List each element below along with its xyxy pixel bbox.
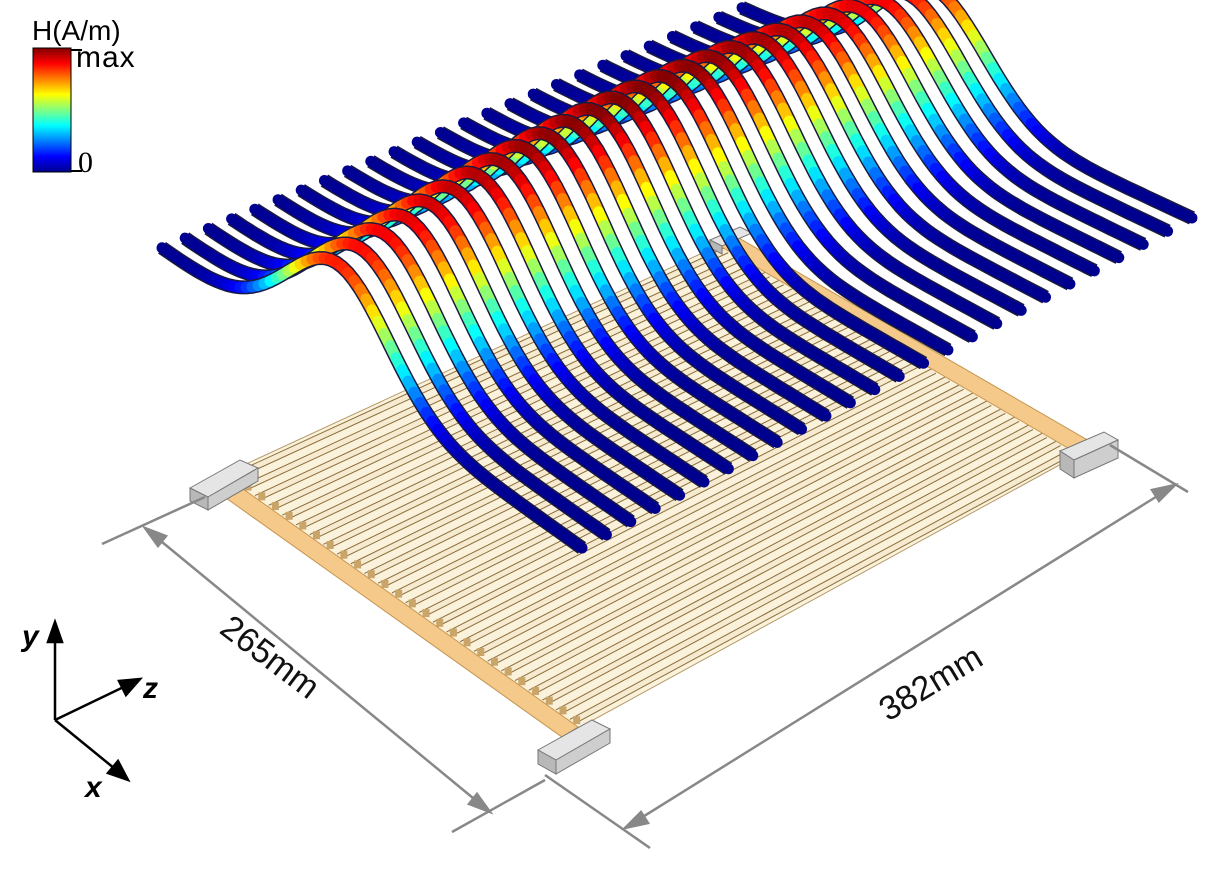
length-dimension [544, 443, 1189, 850]
colorbar-gradient [32, 47, 72, 173]
conductor-tab [436, 618, 444, 627]
extension-line [101, 495, 206, 546]
field-ribbon-segment [1009, 301, 1027, 316]
conductor-tab [408, 599, 416, 608]
conductor-tab [545, 696, 553, 705]
conductor-tab [326, 540, 334, 549]
conductor-tab [573, 716, 581, 725]
conductor-tab [258, 492, 266, 501]
z-axis-arrow-head [117, 677, 144, 698]
extension-line [451, 778, 546, 834]
magnetic-field-ribbons [156, 0, 1198, 554]
arrow-head [1149, 482, 1179, 503]
conductor-tab [285, 511, 293, 520]
conductor-strip [460, 384, 964, 647]
terminal-block-right [1058, 431, 1120, 479]
conductor-strip [542, 432, 1047, 705]
conductor-tab [299, 521, 307, 530]
field-ribbon-segment [1180, 209, 1198, 224]
conductor-tab [449, 628, 457, 637]
y-axis-label: y [20, 620, 40, 653]
conductor-tab [313, 531, 320, 540]
arrow-head [466, 791, 494, 815]
conductor-tab [422, 609, 430, 618]
field-ribbon-segment [789, 419, 808, 435]
conductor-strip [296, 287, 798, 530]
field-ribbon-segment [936, 341, 954, 356]
field-ribbon-segment [985, 314, 1003, 330]
conductor-strip [569, 448, 1075, 725]
field-ribbon-segment [863, 380, 881, 396]
length-dimension-label: 382mm [873, 638, 990, 729]
field-ribbon-segment [960, 327, 978, 343]
width-dimension [101, 495, 546, 834]
field-ribbon-segment [594, 525, 612, 541]
conductor-strip [487, 400, 992, 666]
colorbar-min-label: 0 [78, 146, 93, 179]
x-axis-label: x [83, 771, 103, 804]
colorbar-max-label: max [76, 41, 136, 74]
z-axis-arrow [54, 681, 133, 722]
field-ribbon-segment [570, 538, 588, 554]
colorbar-legend: H(A/m) max 0 [32, 15, 136, 179]
terminal-block-bottom [536, 719, 612, 775]
conductor-tab [532, 686, 540, 695]
field-ribbon-segment [887, 367, 905, 382]
field-ribbon [342, 138, 783, 449]
z-axis-label: z [142, 672, 158, 705]
conductor-strip [474, 392, 978, 657]
field-ribbon-segment [1082, 262, 1100, 277]
x-axis-arrow [54, 719, 121, 774]
conductor-tab [395, 589, 403, 598]
field-ribbon-segment [668, 485, 686, 501]
arrow-head [141, 525, 169, 549]
field-ribbon [202, 221, 637, 528]
extension-line [544, 773, 651, 850]
y-axis-arrow-head [46, 618, 64, 644]
field-ribbon-segment [765, 433, 783, 448]
field-ribbon-segment [643, 498, 661, 514]
colorbar-title: H(A/m) [32, 15, 121, 46]
conductor-tab [559, 706, 567, 715]
conductor-tab [463, 638, 471, 647]
conductor-strip [501, 408, 1006, 676]
conductor-tab [504, 667, 512, 676]
field-ribbon [388, 113, 832, 422]
conductor-tab [491, 657, 498, 666]
conductor-strip [227, 247, 728, 482]
conductor-strip [528, 424, 1033, 696]
field-ribbon-segment [741, 446, 759, 462]
field-ribbon-segment [1131, 235, 1149, 250]
conductor-strip [515, 416, 1019, 686]
conductor-tab [271, 502, 279, 511]
field-ribbon-segment [1033, 288, 1052, 303]
conductor-tab [477, 648, 485, 657]
field-ribbon-segment [814, 406, 832, 422]
field-ribbon-segment [716, 459, 734, 475]
field-ribbon-segment [838, 393, 856, 409]
conductor-strip [446, 376, 950, 637]
field-ribbon-segment [1106, 248, 1125, 264]
dimension-line [624, 483, 1176, 830]
field-ribbon-segment [1058, 275, 1076, 290]
conductor-tab [367, 570, 375, 579]
conductor-tab [340, 550, 348, 559]
conductor-tab [381, 579, 389, 588]
field-ribbon-segment [619, 511, 637, 528]
field-ribbon [179, 232, 612, 541]
conductor-tab [518, 677, 526, 686]
x-axis-arrow-head [105, 758, 131, 783]
field-ribbon-segment [911, 354, 930, 369]
field-ribbon-segment [1155, 222, 1174, 237]
dimension-line [144, 527, 491, 813]
conductor-tab [354, 560, 362, 569]
width-dimension-label: 265mm [213, 608, 326, 707]
field-ribbon-segment [692, 472, 710, 488]
coordinate-axes [46, 618, 144, 783]
field-ribbon [156, 242, 588, 554]
arrow-head [621, 810, 651, 831]
conductor-strip [556, 440, 1061, 715]
